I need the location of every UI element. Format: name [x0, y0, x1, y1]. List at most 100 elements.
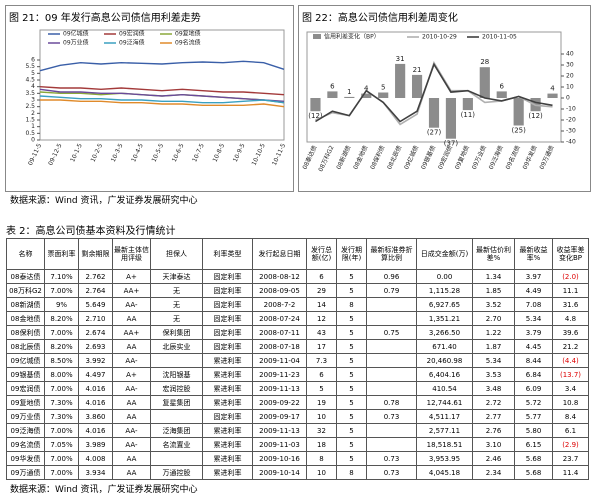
table-cell: 12: [306, 311, 337, 326]
table-cell: (2.9): [552, 437, 589, 452]
bar-value-label: 21: [413, 66, 422, 74]
table-cell: 08万科G2: [6, 283, 45, 298]
table-cell: 4.49: [514, 283, 553, 298]
x-tick-label: 09-12-5: [47, 142, 63, 166]
table-cell: 6.09: [514, 381, 553, 396]
table-cell: 19: [306, 395, 337, 410]
bar: [547, 93, 558, 98]
x-tick-label: 09银基债: [419, 144, 437, 171]
table-cell: 6.15: [514, 437, 553, 452]
table-cell: 5.68: [514, 465, 553, 480]
table-cell: 09华发债: [6, 451, 45, 466]
table-cell: 累进利率: [202, 423, 253, 438]
table-cell: 9%: [44, 297, 79, 312]
table-cell: 5: [336, 409, 367, 424]
table-cell: AA-: [112, 353, 151, 368]
legend-label: 09亿城债: [63, 30, 89, 38]
table-cell: 5.68: [514, 451, 553, 466]
line-series: [39, 88, 285, 102]
figure-title: 图 21：09 年发行高息公司债信用利差走势: [9, 13, 201, 24]
table-row: 09泛海债 7.00% 4.016 AA- 泛海集团 累进利率 2009-11-13 32 5 2…: [6, 423, 589, 438]
table-row: 08北辰债 8.20% 2.693 AA 北辰实业 固定利率 2008-07-18 17 5 67…: [6, 339, 589, 354]
table-cell: 09复地债: [6, 395, 45, 410]
table-cell: 5.80: [514, 423, 553, 438]
header-cell: 发行期限(年): [336, 238, 367, 270]
table-cell: 1,115.28: [416, 283, 473, 298]
y2-tick-label: 40: [566, 51, 574, 58]
y-tick-label: 2: [31, 110, 35, 117]
table-cell: 7.00%: [44, 423, 79, 438]
x-tick-label: 09万业债: [470, 144, 488, 171]
table-cell: 2.76: [472, 423, 515, 438]
legend-label: 2010-10-29: [422, 34, 457, 41]
table-cell: AA: [112, 465, 151, 480]
x-tick-label: 10-7-5: [191, 142, 206, 163]
table-cell: 671.40: [416, 339, 473, 354]
table-cell: 3,266.50: [416, 325, 473, 340]
table-cell: 2.693: [78, 339, 113, 354]
table-cell: AA+: [112, 325, 151, 340]
table-cell: 5: [336, 325, 367, 340]
table-row: 08万科G2 7.00% 2.764 AA+ 无固定利率 2008-09-05 29 5 0.7…: [6, 283, 589, 298]
source-note: 数据来源：Wind 资讯，广发证券发展研究中心: [10, 196, 198, 206]
table-cell: 2008-07-11: [252, 325, 307, 340]
table-cell: 09名流债: [6, 437, 45, 452]
table-cell: 0.78: [366, 395, 417, 410]
table-cell: 3.4: [552, 381, 589, 396]
table-cell: AA-: [112, 297, 151, 312]
table-cell: 8.20%: [44, 339, 79, 354]
legend-label: 09名流债: [175, 39, 201, 47]
table-cell: 08北辰债: [6, 339, 45, 354]
table-cell: 4.016: [78, 395, 113, 410]
table-cell: 09万业债: [6, 409, 45, 424]
legend-label: 09万业债: [63, 39, 89, 47]
table-cell: [366, 353, 417, 368]
table-cell: 08新湖债: [6, 297, 45, 312]
table-cell: 08金地债: [6, 311, 45, 326]
table-cell: 0.73: [366, 409, 417, 424]
x-tick-label: 10-2-5: [90, 142, 105, 163]
table-cell: 2.762: [78, 269, 113, 284]
x-tick-label: 09复地债: [453, 144, 471, 171]
table-cell: 5.34: [514, 311, 553, 326]
table-cell: 5: [336, 381, 367, 396]
table-cell: 4,045.18: [416, 465, 473, 480]
table-cell: 3.10: [472, 437, 515, 452]
x-tick-label: 09宏润债: [436, 144, 454, 171]
table-cell: 3.79: [514, 325, 553, 340]
table-cell: (4.4): [552, 353, 589, 368]
table-cell: 无: [150, 311, 203, 326]
table-cell: 5: [336, 269, 367, 284]
table-cell: 7.08: [514, 297, 553, 312]
table-cell: 3.53: [472, 367, 515, 382]
table-cell: 7.00%: [44, 451, 79, 466]
table-cell: 32: [306, 423, 337, 438]
table-cell: 3.992: [78, 353, 113, 368]
table-cell: 3.97: [514, 269, 553, 284]
table-cell: 8.4: [552, 409, 589, 424]
table-cell: 7.00%: [44, 381, 79, 396]
table-cell: 8.44: [514, 353, 553, 368]
header-cell: 剩余期限: [78, 238, 113, 270]
table-cell: 0.73: [366, 465, 417, 480]
table-cell: [366, 437, 417, 452]
table-cell: AA-: [112, 423, 151, 438]
table-cell: 8.20%: [44, 311, 79, 326]
table-cell: 固定利率: [202, 325, 253, 340]
table-cell: [366, 381, 417, 396]
table-row: 09宏润债 7.00% 4.016 AA- 宏润控股 累进利率 2009-11-13 5 5 41…: [6, 381, 589, 396]
table-cell: 10: [306, 465, 337, 480]
figure-22-panel: [298, 5, 591, 192]
table-cell: 累进利率: [202, 465, 253, 480]
table-cell: 泛海集团: [150, 423, 203, 438]
table-cell: 12,744.61: [416, 395, 473, 410]
table-cell: 北辰实业: [150, 339, 203, 354]
bar-value-label: 1: [347, 88, 351, 96]
table-cell: 18,518.51: [416, 437, 473, 452]
table-cell: 累进利率: [202, 451, 253, 466]
y2-tick-label: -30: [566, 128, 576, 135]
y2-tick-label: 0: [566, 95, 570, 102]
bar-value-label: (25): [511, 127, 526, 135]
bar-value-label: 6: [499, 82, 504, 90]
chart: 00.511.522.533.544.555.56 09-11-5 09-12-5 1…: [25, 29, 287, 167]
